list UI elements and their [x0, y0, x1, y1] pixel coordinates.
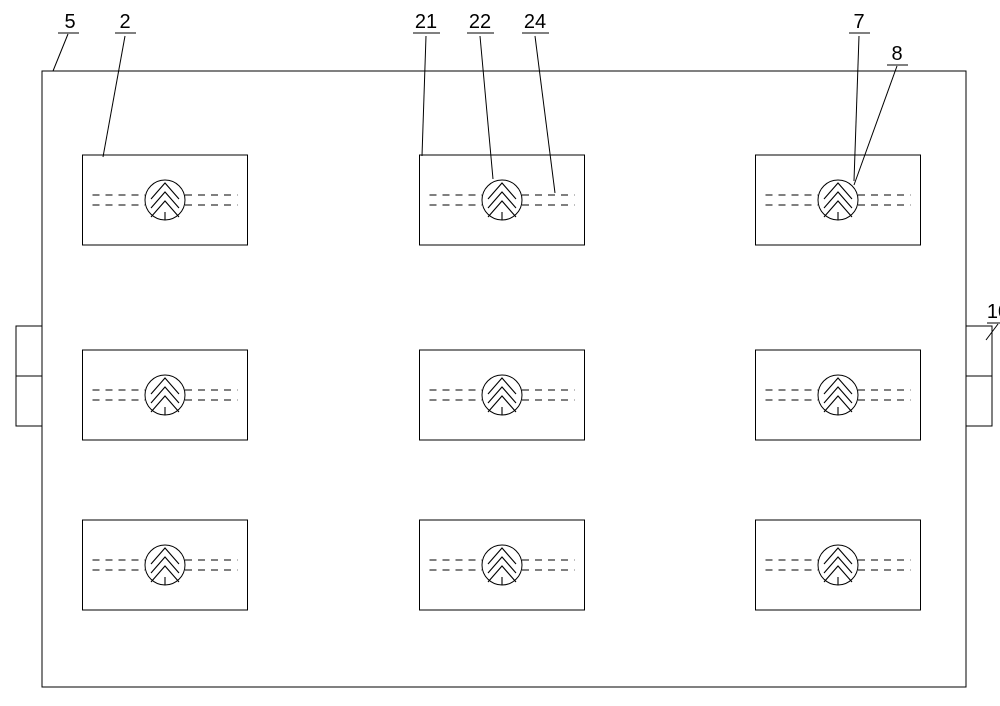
callout-label: 21 — [415, 11, 437, 33]
callout-label: 22 — [469, 11, 491, 33]
callout-label: 2 — [119, 11, 130, 33]
callout-label: 7 — [853, 11, 864, 33]
callout-label: 10 — [987, 301, 1000, 323]
callout-label: 5 — [64, 11, 75, 33]
technical-diagram: 5 2 21 22 24 7 8 10 — [0, 0, 1000, 706]
callout-label: 24 — [524, 11, 546, 33]
callout-label: 8 — [891, 43, 902, 65]
